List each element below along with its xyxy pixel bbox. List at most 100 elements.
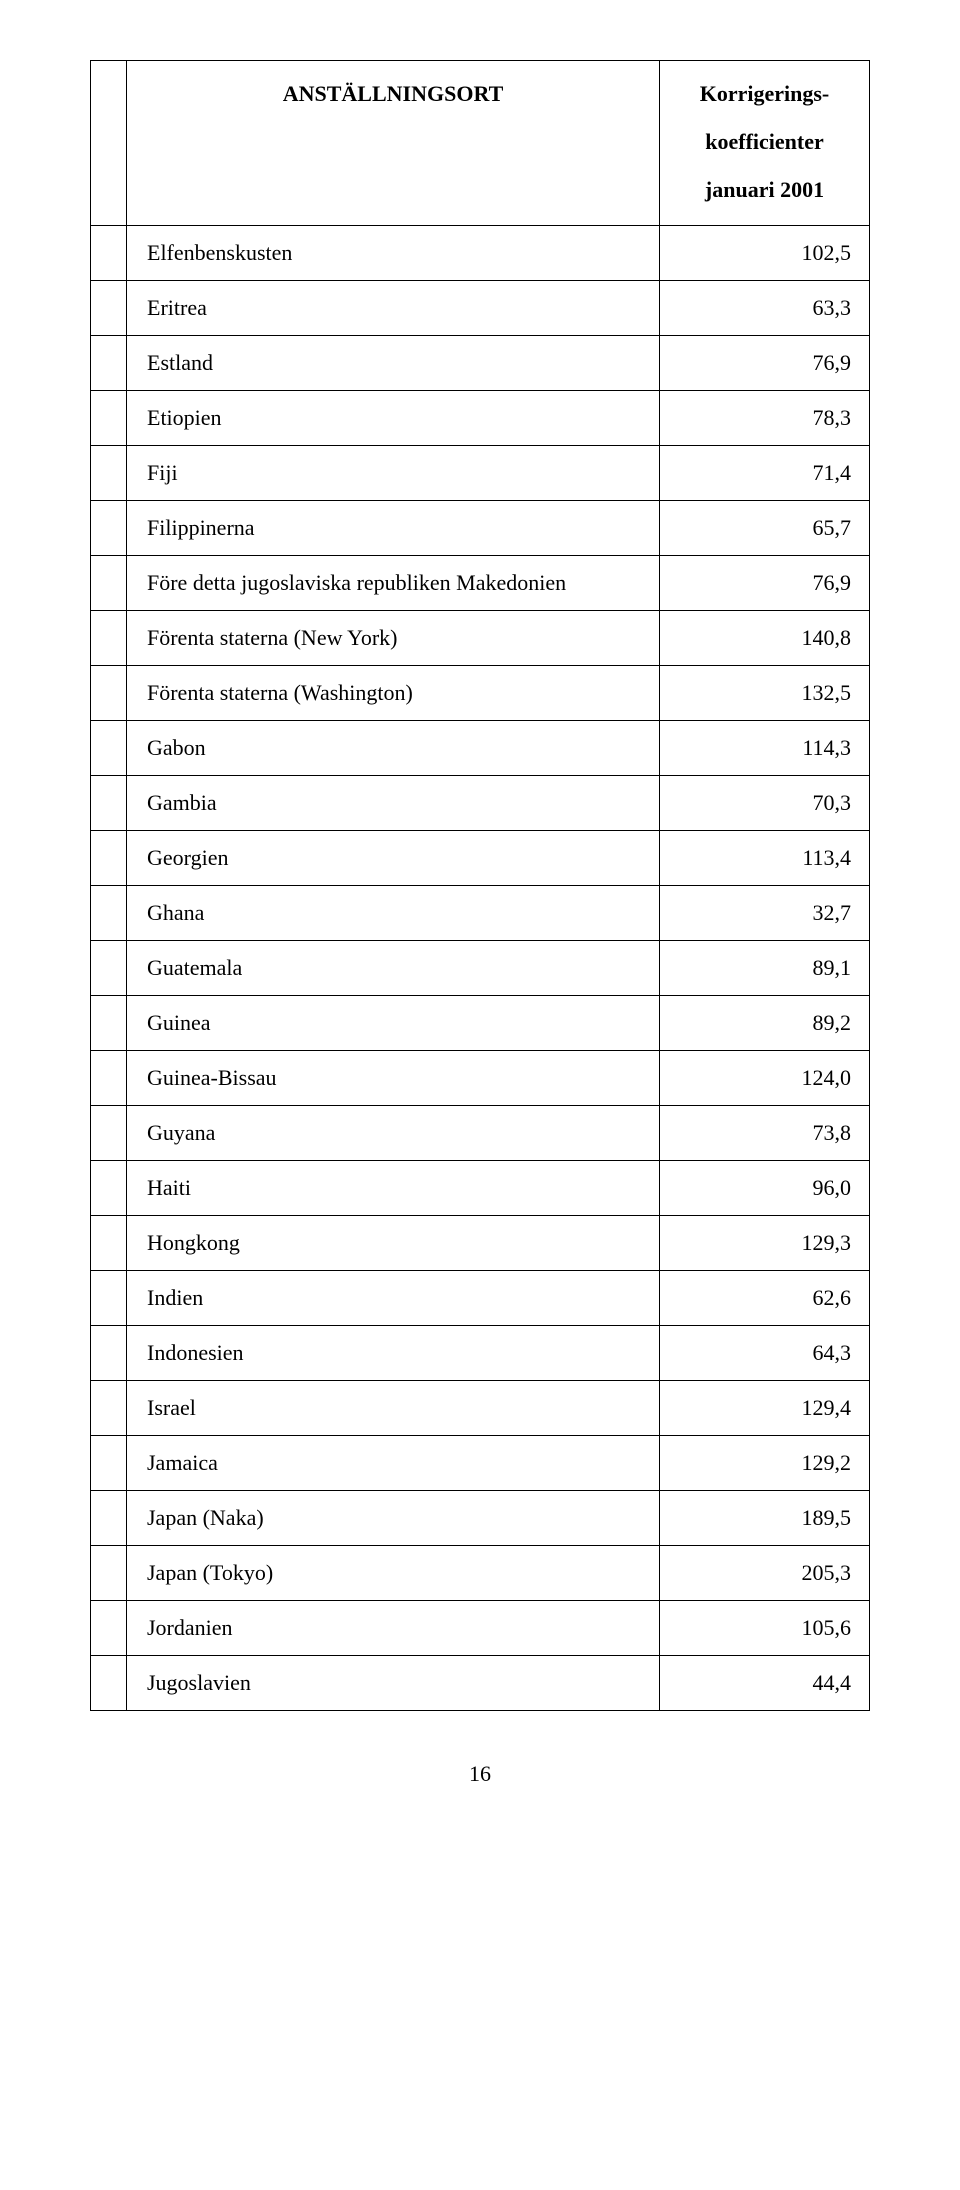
row-value-cell: 73,8 [660, 1106, 870, 1161]
table-row: Eritrea63,3 [91, 281, 870, 336]
row-narrow-cell [91, 1106, 127, 1161]
row-label-cell: Före detta jugoslaviska republiken Maked… [127, 556, 660, 611]
table-row: Georgien113,4 [91, 831, 870, 886]
row-narrow-cell [91, 336, 127, 391]
row-narrow-cell [91, 1216, 127, 1271]
page-number: 16 [90, 1761, 870, 1787]
row-label-cell: Gambia [127, 776, 660, 831]
table-row: Före detta jugoslaviska republiken Maked… [91, 556, 870, 611]
table-row: Filippinerna65,7 [91, 501, 870, 556]
row-value-cell: 63,3 [660, 281, 870, 336]
row-value-cell: 89,2 [660, 996, 870, 1051]
table-row: Haiti96,0 [91, 1161, 870, 1216]
row-label-cell: Estland [127, 336, 660, 391]
table-row: Guyana73,8 [91, 1106, 870, 1161]
row-narrow-cell [91, 1271, 127, 1326]
row-label-cell: Eritrea [127, 281, 660, 336]
row-value-cell: 105,6 [660, 1601, 870, 1656]
row-value-cell: 113,4 [660, 831, 870, 886]
table-row: Estland76,9 [91, 336, 870, 391]
row-label-cell: Gabon [127, 721, 660, 776]
table-row: Förenta staterna (Washington)132,5 [91, 666, 870, 721]
row-value-cell: 129,4 [660, 1381, 870, 1436]
table-row: Ghana32,7 [91, 886, 870, 941]
row-value-cell: 76,9 [660, 556, 870, 611]
data-table: ANSTÄLLNINGSORT Korrigerings- koefficien… [90, 60, 870, 1711]
row-value-cell: 64,3 [660, 1326, 870, 1381]
row-value-cell: 44,4 [660, 1656, 870, 1711]
row-value-cell: 140,8 [660, 611, 870, 666]
row-narrow-cell [91, 391, 127, 446]
row-label-cell: Japan (Naka) [127, 1491, 660, 1546]
row-narrow-cell [91, 226, 127, 281]
row-narrow-cell [91, 1601, 127, 1656]
table-row: Indien62,6 [91, 1271, 870, 1326]
table-row: Gambia70,3 [91, 776, 870, 831]
row-value-cell: 102,5 [660, 226, 870, 281]
row-value-cell: 71,4 [660, 446, 870, 501]
table-row: Jordanien105,6 [91, 1601, 870, 1656]
row-value-cell: 32,7 [660, 886, 870, 941]
row-narrow-cell [91, 501, 127, 556]
table-row: Hongkong129,3 [91, 1216, 870, 1271]
row-label-cell: Israel [127, 1381, 660, 1436]
table-row: Japan (Tokyo)205,3 [91, 1546, 870, 1601]
row-label-cell: Haiti [127, 1161, 660, 1216]
table-row: Elfenbenskusten102,5 [91, 226, 870, 281]
table-header-row: ANSTÄLLNINGSORT Korrigerings- koefficien… [91, 61, 870, 226]
row-value-cell: 89,1 [660, 941, 870, 996]
row-value-cell: 129,2 [660, 1436, 870, 1491]
row-narrow-cell [91, 1326, 127, 1381]
row-label-cell: Fiji [127, 446, 660, 501]
table-body: Elfenbenskusten102,5Eritrea63,3Estland76… [91, 226, 870, 1711]
row-narrow-cell [91, 886, 127, 941]
header-col2-line2: koefficienter [672, 129, 857, 155]
header-value-cell: Korrigerings- koefficienter januari 2001 [660, 61, 870, 226]
row-label-cell: Etiopien [127, 391, 660, 446]
row-narrow-cell [91, 1051, 127, 1106]
row-label-cell: Guyana [127, 1106, 660, 1161]
row-narrow-cell [91, 831, 127, 886]
row-value-cell: 70,3 [660, 776, 870, 831]
row-label-cell: Hongkong [127, 1216, 660, 1271]
table-row: Japan (Naka)189,5 [91, 1491, 870, 1546]
row-value-cell: 62,6 [660, 1271, 870, 1326]
row-label-cell: Guatemala [127, 941, 660, 996]
row-narrow-cell [91, 941, 127, 996]
data-table-container: ANSTÄLLNINGSORT Korrigerings- koefficien… [90, 60, 870, 1711]
row-narrow-cell [91, 281, 127, 336]
table-row: Israel129,4 [91, 1381, 870, 1436]
row-narrow-cell [91, 611, 127, 666]
table-row: Etiopien78,3 [91, 391, 870, 446]
table-row: Guinea89,2 [91, 996, 870, 1051]
row-label-cell: Indien [127, 1271, 660, 1326]
row-label-cell: Förenta staterna (Washington) [127, 666, 660, 721]
row-label-cell: Indonesien [127, 1326, 660, 1381]
row-value-cell: 65,7 [660, 501, 870, 556]
row-narrow-cell [91, 1546, 127, 1601]
table-row: Fiji71,4 [91, 446, 870, 501]
header-col2-line1: Korrigerings- [672, 81, 857, 107]
row-label-cell: Jordanien [127, 1601, 660, 1656]
row-value-cell: 96,0 [660, 1161, 870, 1216]
row-narrow-cell [91, 556, 127, 611]
row-narrow-cell [91, 721, 127, 776]
row-label-cell: Filippinerna [127, 501, 660, 556]
row-value-cell: 205,3 [660, 1546, 870, 1601]
table-row: Förenta staterna (New York)140,8 [91, 611, 870, 666]
row-narrow-cell [91, 996, 127, 1051]
row-value-cell: 129,3 [660, 1216, 870, 1271]
row-label-cell: Japan (Tokyo) [127, 1546, 660, 1601]
row-value-cell: 78,3 [660, 391, 870, 446]
row-narrow-cell [91, 1491, 127, 1546]
row-narrow-cell [91, 1436, 127, 1491]
row-label-cell: Elfenbenskusten [127, 226, 660, 281]
row-label-cell: Jamaica [127, 1436, 660, 1491]
table-row: Indonesien64,3 [91, 1326, 870, 1381]
row-label-cell: Ghana [127, 886, 660, 941]
row-label-cell: Georgien [127, 831, 660, 886]
table-row: Gabon114,3 [91, 721, 870, 776]
table-row: Guatemala89,1 [91, 941, 870, 996]
row-value-cell: 189,5 [660, 1491, 870, 1546]
row-value-cell: 132,5 [660, 666, 870, 721]
